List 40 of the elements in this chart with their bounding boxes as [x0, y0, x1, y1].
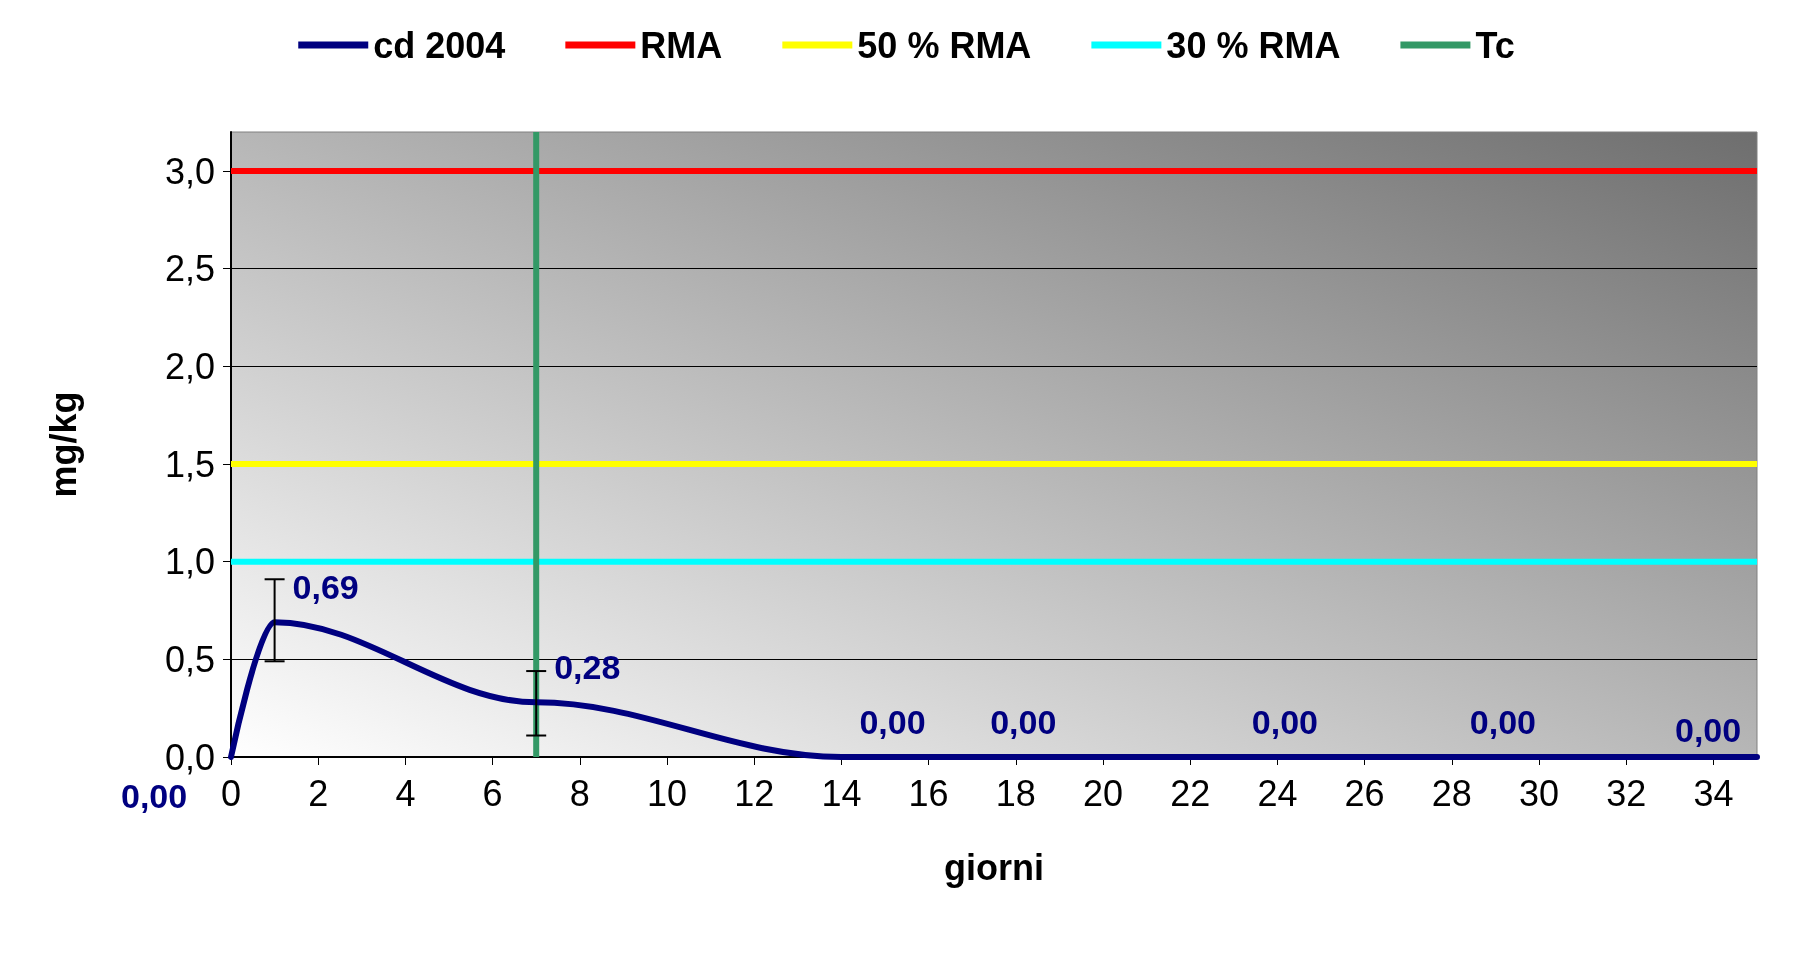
data-label: 0,00	[121, 777, 188, 815]
legend-label: RMA	[640, 24, 723, 66]
x-tick-label: 0	[220, 772, 242, 814]
data-label: 0,00	[859, 703, 926, 741]
x-tick-label: 22	[1170, 772, 1211, 814]
y-tick-label: 1,0	[164, 541, 215, 583]
y-tick-label: 3,0	[164, 150, 215, 192]
data-label: 0,00	[1675, 711, 1742, 749]
legend-label: 30 % RMA	[1166, 24, 1341, 66]
y-tick-label: 2,5	[164, 248, 215, 290]
x-tick-label: 4	[395, 772, 416, 814]
data-label: 0,69	[292, 568, 359, 607]
x-tick-label: 30	[1518, 772, 1560, 814]
x-tick-label: 8	[569, 772, 590, 814]
data-label: 0,00	[1469, 703, 1536, 741]
x-tick-label: 2	[308, 772, 329, 814]
data-label: 0,28	[554, 648, 621, 687]
x-tick-label: 16	[908, 772, 949, 814]
y-axis-title: mg/kg	[42, 391, 84, 498]
x-tick-label: 32	[1606, 772, 1647, 814]
x-tick-label: 24	[1257, 772, 1298, 814]
x-tick-label: 14	[821, 772, 862, 814]
x-tick-label: 6	[482, 772, 503, 814]
x-tick-label: 26	[1344, 772, 1385, 814]
x-tick-label: 28	[1431, 772, 1472, 814]
x-tick-label: 10	[646, 772, 688, 814]
legend-label: cd 2004	[373, 24, 506, 66]
legend-label: 50 % RMA	[857, 24, 1032, 66]
data-label: 0,00	[990, 703, 1057, 741]
x-tick-label: 20	[1082, 772, 1124, 814]
y-tick-label: 1,5	[164, 443, 215, 485]
legend-label: Tc	[1475, 24, 1515, 66]
data-label: 0,00	[1251, 703, 1318, 741]
y-tick-label: 2,0	[164, 345, 215, 387]
x-tick-label: 34	[1693, 772, 1734, 814]
x-axis-title: giorni	[944, 846, 1044, 888]
y-tick-label: 0,5	[164, 638, 215, 680]
x-tick-label: 12	[734, 772, 775, 814]
y-tick-label: 0,0	[164, 736, 215, 778]
x-tick-label: 18	[995, 772, 1036, 814]
